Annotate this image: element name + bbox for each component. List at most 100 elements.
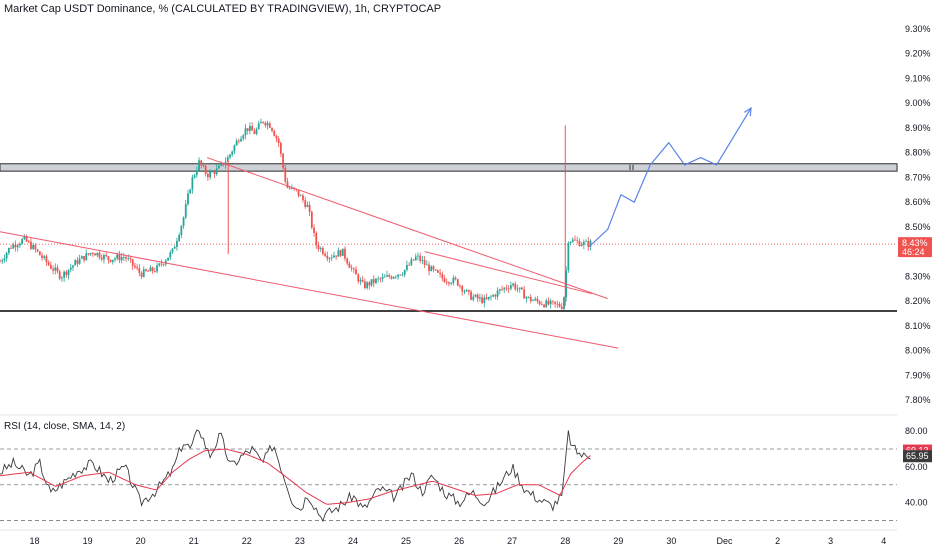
candle-body [52,268,54,271]
candle-body [38,251,41,256]
candle-body [12,244,15,249]
candle-body [67,269,70,276]
candle-body [242,135,245,139]
time-axis-tick-label: Dec [716,536,733,546]
candle-body [80,256,83,259]
candle-body [445,282,448,283]
candle-body [69,267,72,270]
candle-body [16,245,19,248]
candle-body [167,257,169,261]
inner-trend-line [424,251,592,295]
candle-body [56,267,59,272]
candle-body [151,267,154,271]
candle-body [275,135,278,139]
price-axis-tick-label: 9.20% [905,49,931,59]
candle-body [264,122,267,126]
candle-body [560,306,563,309]
candle-body [224,161,227,166]
candle-body [0,261,1,263]
candle-body [98,252,101,258]
candle-body [127,258,130,260]
candle-body [27,241,30,243]
candle-body [308,204,311,212]
candle-body [574,239,576,241]
candle-body [368,282,371,286]
candle-body [496,290,499,297]
candle-body [461,286,464,292]
candle-body [244,128,247,136]
price-axis-tick-label: 9.30% [905,24,931,34]
rsi-axis-tick-label: 80.00 [905,426,928,436]
candle-body [94,253,96,256]
candle-body [521,287,523,290]
candle-body [321,248,324,254]
candle-body [498,289,501,291]
candle-body [103,254,105,260]
candle-body [589,240,592,247]
candle-body [348,263,351,268]
candle-body [253,130,256,134]
time-axis-tick-label: 21 [189,536,199,546]
candle-body [61,277,63,279]
candle-body [176,240,178,247]
candle-body [375,278,377,283]
candle-body [536,298,539,302]
time-axis-tick-label: 29 [613,536,623,546]
projection-path [588,107,752,248]
candle-body [357,274,360,282]
candle-body [21,238,24,244]
candle-body [105,254,108,257]
candle-body [465,289,468,292]
candle-body [452,277,455,284]
candle-body [534,298,537,301]
candle-body [235,140,238,146]
candle-body [54,267,57,271]
candle-body [366,282,369,289]
candle-body [284,167,287,182]
time-axis-tick-label: 2 [775,536,780,546]
candle-body [63,271,66,278]
rsi-axis-tick-label: 40.00 [905,498,928,508]
candle-body [423,260,426,265]
candle-body [306,204,309,207]
candle-body [187,193,189,205]
candle-body [532,300,534,302]
candle-body [547,300,550,305]
candle-body [339,250,342,256]
candle-body [341,248,344,256]
candle-body [350,267,353,269]
time-axis-tick-label: 3 [828,536,833,546]
rsi-indicator-title[interactable]: RSI (14, close, SMA, 14, 2) [4,421,126,432]
price-axis-tick-label: 9.00% [905,98,931,108]
candle-body [134,265,136,268]
candle-body [576,240,579,242]
candle-body [85,253,88,261]
rsi-axis-tick-label: 60.00 [905,462,928,472]
candle-body [507,288,510,290]
candle-body [401,274,404,276]
candle-body [158,263,161,266]
candle-body [551,300,554,302]
candle-body [200,160,203,166]
candle-body [419,255,422,261]
candle-body [388,275,391,277]
candle-body [525,297,528,299]
candle-body [204,165,207,175]
candle-body [361,279,364,282]
candle-body [273,130,276,136]
candle-body [140,272,143,277]
candle-body [286,181,289,188]
price-axis-tick-label: 8.60% [905,197,931,207]
candle-body [43,256,46,258]
candle-body [377,278,380,280]
candle-body [408,264,411,266]
candle-body [337,250,340,257]
candle-body [485,297,488,300]
candle-body [195,170,198,176]
candle-body [160,263,163,265]
time-axis-tick-label: 24 [348,536,358,546]
candle-body [454,277,457,280]
time-axis-tick-label: 19 [83,536,93,546]
candle-body [476,294,479,299]
